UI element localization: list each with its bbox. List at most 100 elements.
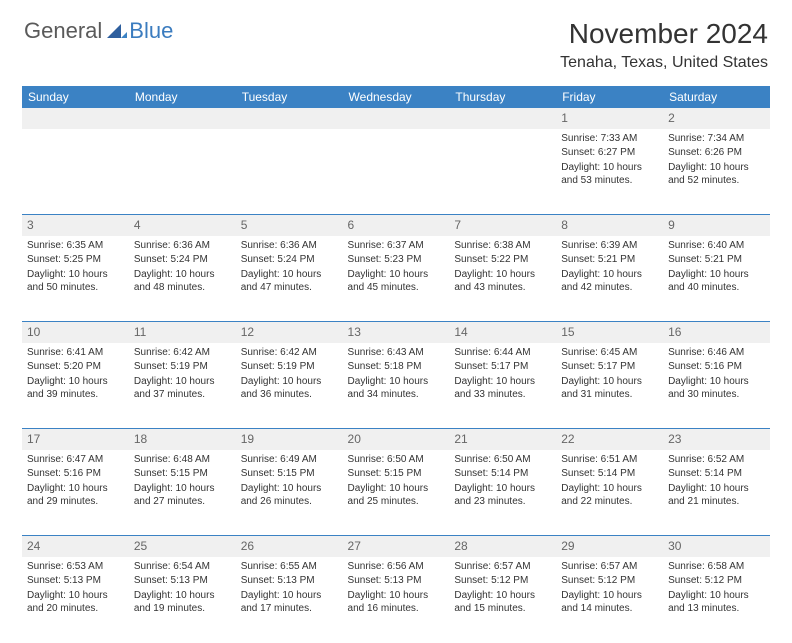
- sunset-text: Sunset: 5:25 PM: [27, 253, 124, 267]
- sunrise-text: Sunrise: 6:36 AM: [134, 239, 231, 253]
- daynum-row: 24252627282930: [22, 536, 770, 557]
- daylight-text: Daylight: 10 hours and 15 minutes.: [454, 589, 551, 616]
- day-number-cell: 5: [236, 215, 343, 236]
- daylight-text: Daylight: 10 hours and 17 minutes.: [241, 589, 338, 616]
- daylight-text: Daylight: 10 hours and 53 minutes.: [561, 161, 658, 188]
- sunset-text: Sunset: 5:18 PM: [348, 360, 445, 374]
- sunset-text: Sunset: 5:12 PM: [668, 574, 765, 588]
- sunrise-text: Sunrise: 6:36 AM: [241, 239, 338, 253]
- sunset-text: Sunset: 6:26 PM: [668, 146, 765, 160]
- daylight-text: Daylight: 10 hours and 21 minutes.: [668, 482, 765, 509]
- daylight-text: Daylight: 10 hours and 16 minutes.: [348, 589, 445, 616]
- daylight-text: Daylight: 10 hours and 45 minutes.: [348, 268, 445, 295]
- logo-sail-icon: [107, 24, 127, 38]
- sunrise-text: Sunrise: 6:54 AM: [134, 560, 231, 574]
- day-content-cell: Sunrise: 6:55 AMSunset: 5:13 PMDaylight:…: [236, 557, 343, 643]
- day-content-cell: Sunrise: 6:35 AMSunset: 5:25 PMDaylight:…: [22, 236, 129, 322]
- sunrise-text: Sunrise: 6:40 AM: [668, 239, 765, 253]
- sunset-text: Sunset: 5:20 PM: [27, 360, 124, 374]
- sunrise-text: Sunrise: 6:52 AM: [668, 453, 765, 467]
- day-number-cell: 10: [22, 322, 129, 343]
- sunrise-text: Sunrise: 6:41 AM: [27, 346, 124, 360]
- daylight-text: Daylight: 10 hours and 13 minutes.: [668, 589, 765, 616]
- day-content-cell: Sunrise: 6:53 AMSunset: 5:13 PMDaylight:…: [22, 557, 129, 643]
- sunrise-text: Sunrise: 6:45 AM: [561, 346, 658, 360]
- day-number-cell: 11: [129, 322, 236, 343]
- sunrise-text: Sunrise: 6:35 AM: [27, 239, 124, 253]
- sunset-text: Sunset: 5:24 PM: [134, 253, 231, 267]
- day-number-cell: 8: [556, 215, 663, 236]
- sunset-text: Sunset: 5:21 PM: [668, 253, 765, 267]
- day-number: 14: [454, 325, 467, 339]
- sunset-text: Sunset: 5:17 PM: [561, 360, 658, 374]
- daynum-row: 12: [22, 108, 770, 129]
- day-content-cell: [129, 129, 236, 215]
- day-number: 19: [241, 432, 254, 446]
- day-number: 30: [668, 539, 681, 553]
- sunrise-text: Sunrise: 6:50 AM: [454, 453, 551, 467]
- day-content-cell: Sunrise: 6:51 AMSunset: 5:14 PMDaylight:…: [556, 450, 663, 536]
- day-content-cell: Sunrise: 6:57 AMSunset: 5:12 PMDaylight:…: [556, 557, 663, 643]
- day-number-cell: [449, 108, 556, 129]
- title-block: November 2024 Tenaha, Texas, United Stat…: [560, 18, 768, 72]
- sunset-text: Sunset: 5:14 PM: [561, 467, 658, 481]
- sunset-text: Sunset: 5:14 PM: [454, 467, 551, 481]
- day-number-cell: [236, 108, 343, 129]
- sunrise-text: Sunrise: 6:57 AM: [454, 560, 551, 574]
- sunrise-text: Sunrise: 6:51 AM: [561, 453, 658, 467]
- daylight-text: Daylight: 10 hours and 27 minutes.: [134, 482, 231, 509]
- day-number: 17: [27, 432, 40, 446]
- day-number: 29: [561, 539, 574, 553]
- day-number-cell: 1: [556, 108, 663, 129]
- day-number-cell: 12: [236, 322, 343, 343]
- day-number-cell: 18: [129, 429, 236, 450]
- daylight-text: Daylight: 10 hours and 42 minutes.: [561, 268, 658, 295]
- day-number: 28: [454, 539, 467, 553]
- day-content-cell: Sunrise: 6:40 AMSunset: 5:21 PMDaylight:…: [663, 236, 770, 322]
- content-row: Sunrise: 6:35 AMSunset: 5:25 PM Daylight:…: [22, 236, 770, 322]
- sunset-text: Sunset: 5:16 PM: [668, 360, 765, 374]
- content-row: Sunrise: 6:47 AMSunset: 5:16 PMDaylight:…: [22, 450, 770, 536]
- day-content-cell: Sunrise: 6:54 AMSunset: 5:13 PMDaylight:…: [129, 557, 236, 643]
- day-number-cell: 27: [343, 536, 450, 557]
- calendar-table: SundayMondayTuesdayWednesdayThursdayFrid…: [22, 86, 770, 643]
- day-number-cell: [22, 108, 129, 129]
- content-row: Sunrise: 6:53 AMSunset: 5:13 PMDaylight:…: [22, 557, 770, 643]
- day-number: 1: [561, 111, 568, 125]
- daylight-text: Daylight: 10 hours and 19 minutes.: [134, 589, 231, 616]
- day-number: 25: [134, 539, 147, 553]
- sunrise-text: Sunrise: 6:50 AM: [348, 453, 445, 467]
- day-number: 12: [241, 325, 254, 339]
- daylight-text: Daylight: 10 hours and 43 minutes.: [454, 268, 551, 295]
- day-number-cell: 6: [343, 215, 450, 236]
- sunset-text: Sunset: 5:21 PM: [561, 253, 658, 267]
- sunrise-text: Sunrise: 6:49 AM: [241, 453, 338, 467]
- sunrise-text: Sunrise: 6:55 AM: [241, 560, 338, 574]
- content-row: Sunrise: 6:41 AMSunset: 5:20 PM Daylight:…: [22, 343, 770, 429]
- day-content-cell: Sunrise: 6:39 AMSunset: 5:21 PMDaylight:…: [556, 236, 663, 322]
- daylight-text: Daylight: 10 hours and 52 minutes.: [668, 161, 765, 188]
- day-number-cell: 9: [663, 215, 770, 236]
- day-number: 10: [27, 325, 40, 339]
- sunset-text: Sunset: 5:23 PM: [348, 253, 445, 267]
- day-number-cell: 15: [556, 322, 663, 343]
- day-content-cell: Sunrise: 6:58 AMSunset: 5:12 PMDaylight:…: [663, 557, 770, 643]
- day-content-cell: Sunrise: 6:36 AMSunset: 5:24 PMDaylight:…: [236, 236, 343, 322]
- month-title: November 2024: [560, 18, 768, 50]
- sunrise-text: Sunrise: 7:34 AM: [668, 132, 765, 146]
- sunset-text: Sunset: 5:17 PM: [454, 360, 551, 374]
- day-number: 8: [561, 218, 568, 232]
- sunset-text: Sunset: 5:13 PM: [241, 574, 338, 588]
- day-content-cell: Sunrise: 6:38 AMSunset: 5:22 PMDaylight:…: [449, 236, 556, 322]
- day-number: 15: [561, 325, 574, 339]
- daylight-text: Daylight: 10 hours and 33 minutes.: [454, 375, 551, 402]
- day-number: 7: [454, 218, 461, 232]
- sunrise-text: Sunrise: 6:42 AM: [134, 346, 231, 360]
- day-number-cell: 26: [236, 536, 343, 557]
- logo-text-general: General: [24, 18, 102, 44]
- day-content-cell: Sunrise: 6:50 AMSunset: 5:15 PMDaylight:…: [343, 450, 450, 536]
- sunrise-text: Sunrise: 6:53 AM: [27, 560, 124, 574]
- daylight-text: Daylight: 10 hours and 40 minutes.: [668, 268, 765, 295]
- day-number-cell: 17: [22, 429, 129, 450]
- day-number: 13: [348, 325, 361, 339]
